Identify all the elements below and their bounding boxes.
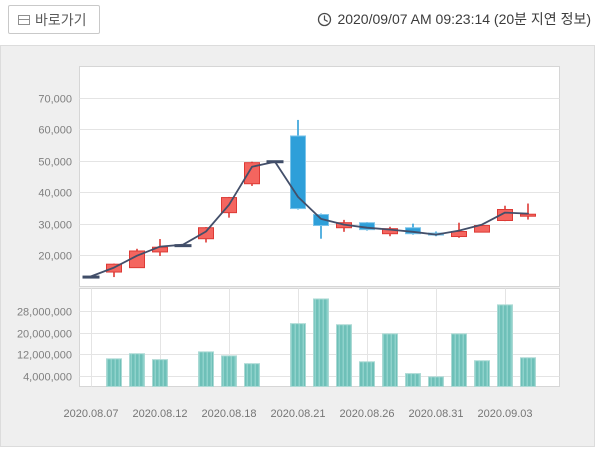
moving-average-line (90, 160, 529, 278)
volume-ytick-label: 28,000,000 (17, 307, 72, 319)
volume-ytick-label: 12,000,000 (17, 350, 72, 362)
volume-bar (497, 304, 513, 387)
shortcut-button-label: 바로가기 (35, 11, 87, 28)
volume-bar (129, 353, 145, 387)
volume-bar (336, 324, 352, 388)
price-ytick-label: 60,000 (38, 125, 72, 137)
x-tick-label: 2020.08.26 (339, 408, 394, 420)
x-tick-label: 2020.08.07 (63, 408, 118, 420)
volume-bar (221, 355, 237, 388)
volume-bar (451, 333, 467, 387)
x-tick-label: 2020.08.12 (132, 408, 187, 420)
volume-bar (198, 351, 214, 387)
volume-bar (290, 323, 306, 388)
volume-ytick-label: 4,000,000 (23, 372, 72, 384)
header: 바로가기 2020/09/07 AM 09:23:14 (20분 지연 정보) (0, 0, 600, 45)
volume-bar (428, 376, 444, 388)
volume-bar (405, 373, 421, 388)
candle-body (497, 209, 513, 221)
volume-bar (474, 360, 490, 388)
price-ytick-label: 20,000 (38, 251, 72, 263)
candlestick-volume-chart: 20,000 30,000 40,000 50,000 60,000 70,000 4,00… (17, 66, 560, 420)
x-tick-label: 2020.08.18 (201, 408, 256, 420)
x-tick-label: 2020.09.03 (477, 408, 532, 420)
price-ytick-label: 70,000 (38, 94, 72, 106)
stock-chart-panel: 20,000 30,000 40,000 50,000 60,000 70,000 4,00… (0, 45, 595, 447)
quote-timestamp: 2020/09/07 AM 09:23:14 (20분 지연 정보) (317, 9, 591, 29)
price-ytick-label: 30,000 (38, 220, 72, 232)
candle-flat (174, 244, 192, 248)
price-ytick-label: 50,000 (38, 157, 72, 169)
clock-icon (318, 12, 332, 26)
x-tick-label: 2020.08.21 (270, 408, 325, 420)
volume-bars (106, 298, 536, 388)
volume-bar (382, 333, 398, 387)
volume-bar (106, 358, 122, 388)
candle-body (198, 227, 214, 240)
volume-ytick-label: 20,000,000 (17, 329, 72, 341)
volume-bar (152, 359, 168, 388)
volume-bar (359, 361, 375, 388)
quote-timestamp-text: 2020/09/07 AM 09:23:14 (20분 지연 정보) (337, 11, 591, 27)
candle-body (244, 162, 260, 185)
candle-body (520, 213, 536, 217)
volume-bar (244, 363, 260, 387)
shortcut-button[interactable]: 바로가기 (8, 5, 100, 34)
volume-bar (313, 298, 329, 388)
price-ytick-label: 40,000 (38, 188, 72, 200)
x-axis-labels: 2020.08.07 2020.08.12 2020.08.18 2020.08.21… (63, 408, 532, 420)
window-icon (18, 14, 30, 25)
x-tick-label: 2020.08.31 (408, 408, 463, 420)
volume-bar (520, 357, 536, 388)
